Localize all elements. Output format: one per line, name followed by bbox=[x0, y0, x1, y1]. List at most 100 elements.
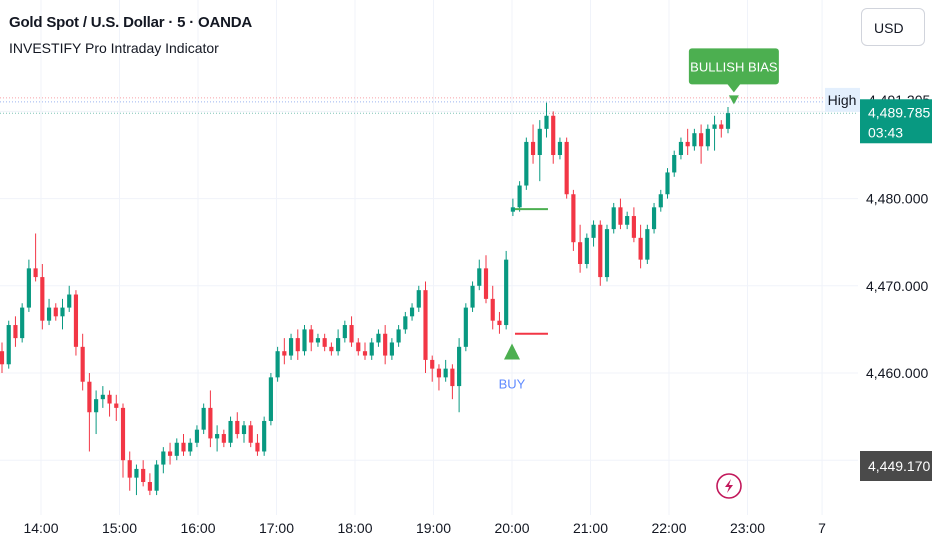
x-tick-label: 20:00 bbox=[494, 520, 529, 536]
candle-body bbox=[46, 307, 52, 321]
candle bbox=[46, 298, 52, 326]
candle bbox=[60, 298, 65, 330]
candle bbox=[510, 198, 515, 217]
candle-body bbox=[631, 216, 636, 238]
candle-body bbox=[705, 128, 710, 147]
candle bbox=[430, 355, 435, 382]
y-tick-label: 4,480.000 bbox=[866, 191, 928, 207]
candle-body bbox=[470, 285, 475, 308]
candle-body bbox=[618, 207, 623, 225]
candle-body bbox=[13, 325, 18, 339]
high-label-box bbox=[825, 87, 860, 112]
chart-legend: Gold Spot / U.S. Dollar · 5 · OANDA INVE… bbox=[9, 14, 252, 56]
candle-body bbox=[497, 320, 502, 326]
candle bbox=[201, 403, 206, 435]
candle-body bbox=[457, 346, 462, 387]
candle-body bbox=[416, 290, 421, 308]
x-tick-label: 23:00 bbox=[730, 520, 765, 536]
candle bbox=[692, 128, 697, 151]
x-tick-label: 14:00 bbox=[23, 520, 58, 536]
candle bbox=[611, 202, 616, 234]
currency-button[interactable]: USD bbox=[861, 8, 925, 46]
candle-body bbox=[215, 434, 220, 439]
candle-body bbox=[443, 368, 448, 378]
candle bbox=[362, 342, 368, 360]
candle-body bbox=[598, 224, 603, 278]
candle-body bbox=[692, 133, 697, 147]
candle-body bbox=[295, 338, 300, 352]
candle bbox=[134, 464, 139, 496]
candle-body bbox=[369, 342, 374, 356]
x-tick-label: 19:00 bbox=[416, 520, 451, 536]
candle bbox=[725, 107, 731, 134]
candle bbox=[255, 434, 260, 456]
signals: BUY BULLISH BIAS bbox=[499, 48, 779, 499]
x-tick-label: 21:00 bbox=[573, 520, 608, 536]
candle-body bbox=[282, 351, 287, 356]
candle bbox=[342, 320, 347, 343]
candle bbox=[356, 338, 361, 356]
candle bbox=[114, 394, 119, 421]
candle-body bbox=[524, 141, 529, 186]
candle-body bbox=[450, 368, 455, 387]
candle bbox=[73, 290, 79, 356]
candle-body bbox=[349, 325, 354, 343]
candle-body bbox=[268, 377, 273, 421]
candle bbox=[262, 416, 267, 456]
candle bbox=[564, 137, 569, 199]
candle-body bbox=[336, 338, 341, 352]
candle-body bbox=[309, 329, 314, 343]
candle-body bbox=[665, 172, 670, 195]
candle-body bbox=[201, 407, 206, 430]
candle bbox=[288, 333, 294, 360]
candle bbox=[369, 338, 374, 360]
candle-body bbox=[6, 325, 11, 365]
candle-body bbox=[100, 394, 105, 400]
candle-body bbox=[188, 442, 193, 452]
candle-body bbox=[114, 403, 119, 408]
candle-body bbox=[255, 442, 260, 452]
candle-body bbox=[430, 359, 435, 369]
candle-body bbox=[315, 338, 321, 343]
candle-body bbox=[510, 207, 515, 212]
candle bbox=[436, 364, 442, 391]
x-tick-label: 18:00 bbox=[337, 520, 372, 536]
candle bbox=[174, 438, 179, 461]
candle bbox=[719, 120, 724, 138]
candle bbox=[53, 303, 58, 321]
candle-body bbox=[591, 224, 596, 238]
candle bbox=[13, 316, 18, 347]
candle bbox=[33, 233, 38, 282]
candle-body bbox=[376, 333, 381, 343]
candle bbox=[100, 386, 105, 408]
candle bbox=[228, 416, 233, 448]
candle bbox=[517, 181, 522, 212]
candle bbox=[181, 434, 186, 456]
candle bbox=[645, 224, 650, 264]
candle bbox=[470, 281, 475, 312]
candle-body bbox=[53, 307, 58, 317]
candle bbox=[463, 303, 468, 352]
candle-body bbox=[672, 155, 677, 173]
low-value-badge: 4,449.170 bbox=[860, 451, 932, 481]
bullish-bias-label: BULLISH BIAS bbox=[690, 59, 778, 74]
candle bbox=[443, 359, 448, 382]
candle-body bbox=[611, 207, 616, 230]
candle bbox=[20, 303, 25, 343]
candle-body bbox=[342, 325, 347, 339]
candle-body bbox=[288, 338, 294, 356]
candle bbox=[302, 325, 307, 356]
candle bbox=[315, 333, 321, 347]
candle-body bbox=[248, 425, 253, 443]
candle-body bbox=[645, 229, 650, 260]
candle-body bbox=[517, 185, 522, 208]
candle bbox=[396, 325, 401, 347]
candle-body bbox=[362, 351, 368, 356]
candle bbox=[188, 438, 193, 456]
candle bbox=[598, 220, 603, 286]
candle bbox=[504, 250, 509, 330]
candle-body bbox=[194, 429, 200, 443]
candle-body bbox=[389, 342, 394, 356]
candle-body bbox=[302, 329, 307, 352]
